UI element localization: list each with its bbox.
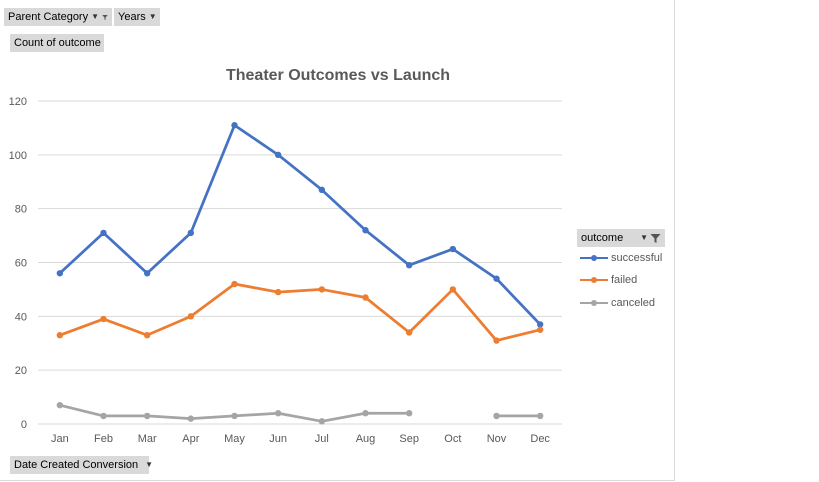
- y-tick-label: 20: [15, 365, 27, 377]
- legend-swatch-canceled: [580, 298, 608, 308]
- legend-label-canceled: canceled: [611, 297, 656, 309]
- x-tick-label: Dec: [530, 433, 550, 445]
- data-point-canceled: [362, 410, 369, 417]
- data-point-successful: [536, 321, 544, 328]
- data-point-failed: [56, 331, 64, 339]
- data-point-successful: [318, 186, 326, 194]
- x-tick-label: Jun: [269, 433, 287, 445]
- data-point-successful: [405, 261, 413, 269]
- outcome-label: outcome: [581, 232, 624, 244]
- data-point-failed: [274, 288, 282, 296]
- data-point-canceled: [100, 412, 107, 420]
- data-point-failed: [143, 331, 151, 339]
- data-point-successful: [493, 275, 500, 282]
- chart-title: Theater Outcomes vs Launch: [226, 67, 450, 84]
- data-point-failed: [493, 337, 500, 344]
- y-axis-ticks: 0 20 40 60 80 100 120: [9, 96, 27, 431]
- y-tick-label: 100: [9, 150, 27, 162]
- gridlines: [38, 100, 562, 425]
- x-tick-label: Oct: [444, 433, 461, 445]
- date-created-conversion-axis-button[interactable]: Date Created Conversion ▼: [10, 456, 153, 474]
- count-of-outcome-label: Count of outcome: [14, 37, 101, 49]
- y-tick-label: 120: [9, 96, 27, 108]
- y-tick-label: 0: [21, 419, 27, 431]
- legend-item-canceled: canceled: [580, 296, 655, 310]
- legend-label-failed: failed: [611, 274, 638, 286]
- data-point-successful: [449, 245, 457, 253]
- chevron-down-icon: ▼: [148, 12, 157, 21]
- data-point-successful: [56, 270, 64, 277]
- filter-icon: [102, 14, 108, 20]
- data-point-canceled: [187, 415, 195, 422]
- y-tick-label: 80: [15, 204, 27, 216]
- chevron-down-icon: ▼: [91, 12, 100, 21]
- legend-item-failed: failed: [580, 273, 637, 287]
- legend-swatch-successful: [580, 253, 608, 263]
- data-point-canceled: [56, 401, 64, 409]
- data-point-failed: [536, 326, 544, 333]
- data-point-canceled: [493, 412, 500, 420]
- data-point-failed: [449, 286, 457, 293]
- series-failed: [56, 280, 544, 344]
- count-of-outcome-value-button[interactable]: Count of outcome: [10, 34, 104, 52]
- data-point-canceled: [143, 412, 151, 420]
- pivot-chart-area: Parent Category ▼ Years ▼ Count of outco…: [0, 0, 675, 481]
- x-tick-label: May: [224, 433, 245, 445]
- x-axis-ticks: Jan Feb Mar Apr May Jun Jul Aug Sep Oct Nov Dec: [51, 433, 550, 445]
- x-tick-label: Nov: [487, 433, 507, 445]
- filter-icon: [650, 233, 661, 243]
- x-tick-label: Mar: [138, 433, 157, 445]
- parent-category-label: Parent Category: [8, 11, 89, 23]
- data-point-failed: [100, 315, 107, 323]
- data-point-failed: [318, 286, 326, 293]
- date-created-label: Date Created Conversion: [14, 459, 139, 471]
- outcome-legend-filter-button[interactable]: outcome ▼: [577, 229, 665, 247]
- data-point-failed: [187, 313, 195, 320]
- data-point-failed: [362, 294, 369, 301]
- data-point-canceled: [405, 410, 413, 417]
- data-point-canceled: [274, 410, 282, 417]
- x-tick-label: Jan: [51, 433, 69, 445]
- series-line-failed: [58, 282, 542, 342]
- data-point-canceled: [318, 418, 326, 425]
- series-canceled: [56, 401, 544, 425]
- x-tick-label: Aug: [356, 433, 376, 445]
- data-point-canceled: [536, 412, 544, 420]
- y-tick-label: 40: [15, 311, 27, 323]
- y-tick-label: 60: [15, 258, 27, 270]
- years-label: Years: [118, 11, 146, 23]
- legend-label-successful: successful: [611, 252, 663, 264]
- data-point-successful: [143, 270, 151, 277]
- data-point-successful: [100, 229, 107, 237]
- legend-item-successful: successful: [580, 251, 662, 265]
- chevron-down-icon: ▼: [640, 233, 648, 242]
- x-tick-label: Apr: [182, 433, 199, 445]
- series-lines: [56, 122, 544, 425]
- data-point-successful: [362, 227, 369, 234]
- years-filter-button[interactable]: Years ▼: [114, 8, 160, 26]
- x-tick-label: Sep: [399, 433, 419, 445]
- chevron-down-icon: ▼: [145, 460, 154, 469]
- data-point-successful: [274, 151, 282, 159]
- x-tick-label: Feb: [94, 433, 113, 445]
- data-point-successful: [231, 122, 238, 129]
- series-successful: [56, 122, 544, 328]
- series-line-successful: [58, 123, 542, 326]
- x-tick-label: Jul: [315, 433, 329, 445]
- data-point-canceled: [231, 412, 238, 420]
- line-chart: Theater Outcomes vs Launch 0 20 40 60 80 100 1…: [9, 67, 562, 445]
- parent-category-filter-button[interactable]: Parent Category ▼: [4, 8, 112, 26]
- data-point-failed: [231, 280, 238, 288]
- data-point-failed: [405, 329, 413, 336]
- legend-swatch-failed: [580, 275, 608, 285]
- data-point-successful: [187, 229, 195, 237]
